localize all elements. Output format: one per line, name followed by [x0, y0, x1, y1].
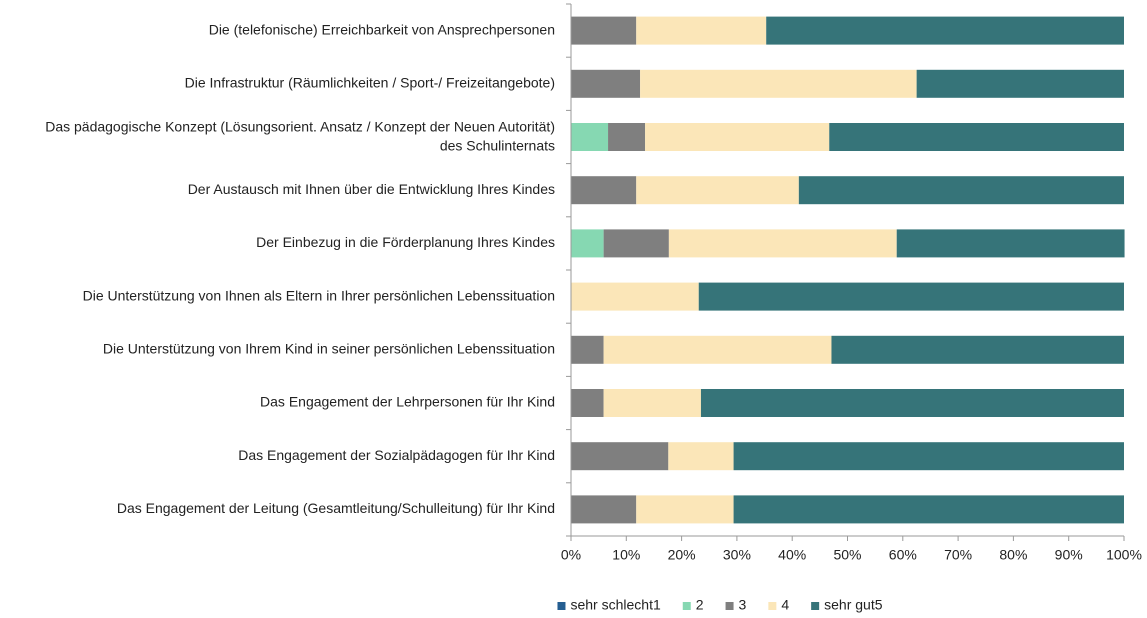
- legend-swatch: [725, 602, 734, 610]
- category-label: Die (telefonische) Erreichbarkeit von An…: [209, 21, 555, 37]
- bar-segment: [571, 442, 669, 471]
- category-label: Das pädagogische Konzept (Lösungsorient.…: [45, 118, 555, 153]
- bar-segment: [603, 229, 669, 258]
- category-label: Das Engagement der Sozialpädagogen für I…: [238, 447, 555, 463]
- x-tick-label: 0%: [561, 547, 581, 563]
- x-tick-label: 20%: [668, 547, 696, 563]
- bar-segment: [700, 389, 1124, 417]
- legend-swatch: [811, 602, 820, 610]
- legend-label: 2: [696, 597, 704, 613]
- category-label: Der Einbezug in die Förderplanung Ihres …: [256, 234, 555, 250]
- bar-segment: [668, 442, 734, 471]
- bar-segment: [571, 69, 641, 98]
- bar-segment: [571, 176, 637, 205]
- legend-label: sehr schlecht1: [570, 597, 660, 613]
- bar-segment: [571, 229, 604, 258]
- bar-segment: [608, 123, 646, 151]
- bar-segment: [571, 389, 604, 417]
- category-label-line: Das pädagogische Konzept (Lösungsorient.…: [45, 118, 555, 134]
- bar-segment: [636, 176, 799, 205]
- legend-swatch: [557, 602, 566, 610]
- bar-segment: [636, 495, 734, 524]
- x-tick-label: 70%: [944, 547, 972, 563]
- x-tick-label: 60%: [889, 547, 917, 563]
- legend-swatch: [768, 602, 777, 610]
- category-label: Das Engagement der Leitung (Gesamtleitun…: [117, 500, 555, 516]
- x-tick-label: 90%: [1055, 547, 1083, 563]
- bar-segment: [733, 495, 1124, 524]
- bar-segment: [571, 16, 637, 45]
- x-tick-label: 50%: [833, 547, 861, 563]
- category-label-line: des Schulinternats: [440, 137, 555, 153]
- legend-swatch: [682, 602, 691, 610]
- category-label: Das Engagement der Lehrpersonen für Ihr …: [260, 394, 555, 410]
- legend-label: 4: [781, 597, 789, 613]
- bar-segment: [571, 335, 604, 364]
- bar-segment: [668, 229, 897, 258]
- bar-segment: [896, 229, 1125, 258]
- legend: sehr schlecht1 2 3 4 sehr gut5: [557, 597, 883, 613]
- bar-segment: [766, 16, 1124, 45]
- bar-segment: [698, 282, 1124, 311]
- category-label: Die Unterstützung von Ihrem Kind in sein…: [103, 341, 555, 357]
- category-label: Die Infrastruktur (Räumlichkeiten / Spor…: [185, 75, 555, 91]
- x-tick-label: 30%: [723, 547, 751, 563]
- category-label: Der Austausch mit Ihnen über die Entwick…: [188, 181, 555, 197]
- bar-segment: [829, 123, 1124, 151]
- legend-label: sehr gut5: [824, 597, 883, 613]
- bar-segment: [798, 176, 1124, 205]
- bar-segment: [831, 335, 1124, 364]
- bar-segment: [916, 69, 1124, 98]
- bar-segment: [603, 335, 832, 364]
- bar-segment: [571, 123, 609, 151]
- x-tick-label: 40%: [778, 547, 806, 563]
- x-tick-label: 10%: [612, 547, 640, 563]
- bar-segment: [571, 282, 699, 311]
- bar-segment: [603, 389, 701, 417]
- bar-segment: [640, 69, 917, 98]
- x-tick-label: 100%: [1106, 547, 1142, 563]
- bar-segment: [733, 442, 1124, 471]
- legend-label: 3: [739, 597, 747, 613]
- category-label: Die Unterstützung von Ihnen als Eltern i…: [83, 287, 555, 303]
- x-tick-label: 80%: [999, 547, 1027, 563]
- bar-segment: [636, 16, 767, 45]
- bar-segment: [645, 123, 830, 151]
- bar-segment: [571, 495, 637, 524]
